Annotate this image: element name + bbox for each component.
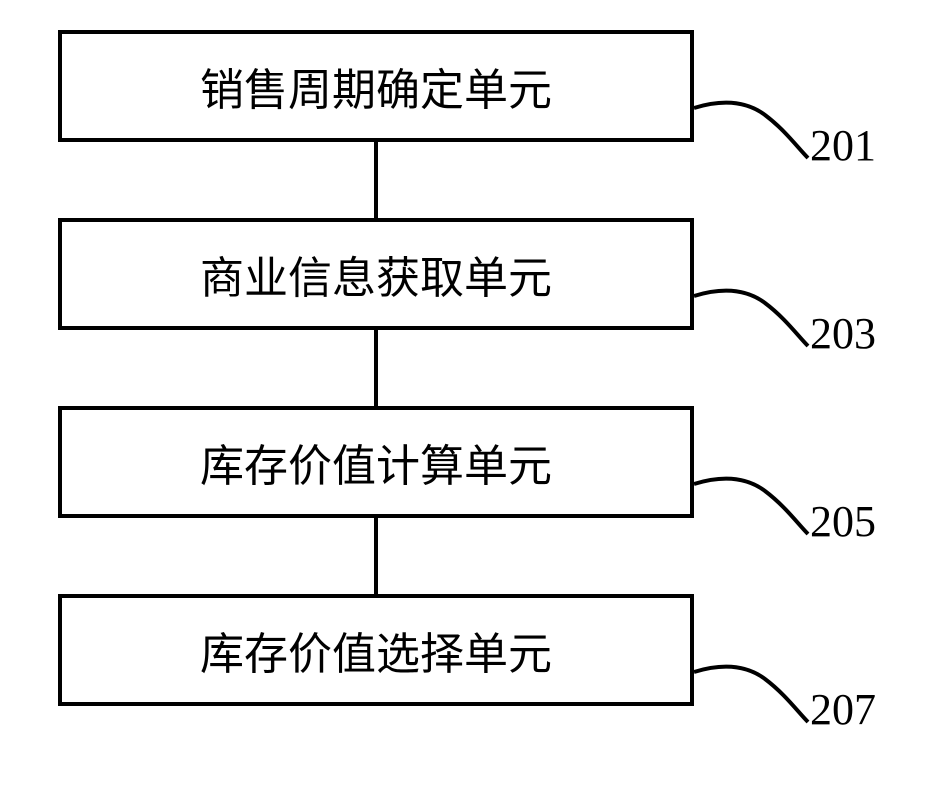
ref-label-207: 207 <box>810 684 876 735</box>
leader-207 <box>0 0 941 807</box>
leader-path <box>694 667 808 722</box>
ref-text: 201 <box>810 121 876 170</box>
ref-text: 207 <box>810 685 876 734</box>
diagram-canvas: 销售周期确定单元 商业信息获取单元 库存价值计算单元 库存价值选择单元 201 … <box>0 0 941 807</box>
ref-text: 203 <box>810 309 876 358</box>
ref-label-203: 203 <box>810 308 876 359</box>
ref-label-205: 205 <box>810 496 876 547</box>
ref-label-201: 201 <box>810 120 876 171</box>
ref-text: 205 <box>810 497 876 546</box>
